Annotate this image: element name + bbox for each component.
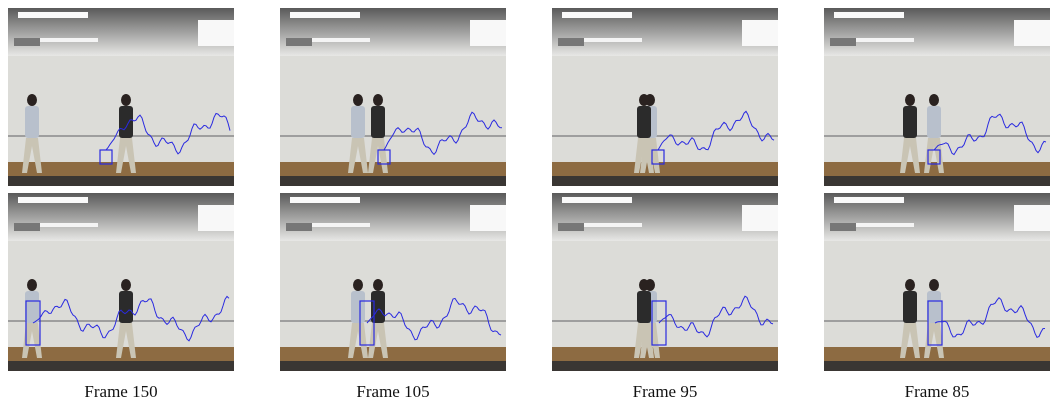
vent (286, 38, 312, 46)
light (470, 20, 506, 46)
head (929, 94, 939, 106)
floor (552, 347, 778, 361)
head (353, 94, 363, 106)
light (290, 12, 360, 18)
torso (351, 291, 365, 323)
light (310, 223, 370, 227)
video-frame (824, 8, 1050, 186)
head (639, 94, 649, 106)
caption: Frame 85 (824, 382, 1050, 402)
floor-edge (824, 176, 1050, 186)
floor-edge (824, 361, 1050, 371)
head (27, 279, 37, 291)
figure: Frame 150 Frame 105 Frame 95 Frame 85 (0, 0, 1054, 403)
floor (280, 162, 506, 176)
vent (558, 223, 584, 231)
light (834, 197, 904, 203)
video-frame (8, 193, 234, 371)
video-frame (552, 8, 778, 186)
video-frame (280, 193, 506, 371)
light (38, 38, 98, 42)
head (373, 94, 383, 106)
light (582, 223, 642, 227)
head (121, 279, 131, 291)
torso (371, 291, 385, 323)
vent (830, 38, 856, 46)
floor-edge (552, 176, 778, 186)
torso (927, 106, 941, 138)
torso (903, 106, 917, 138)
light (198, 205, 234, 231)
vent (14, 223, 40, 231)
floor-edge (280, 176, 506, 186)
vent (14, 38, 40, 46)
light (310, 38, 370, 42)
light (198, 20, 234, 46)
head (121, 94, 131, 106)
caption: Frame 150 (8, 382, 234, 402)
light (1014, 205, 1050, 231)
floor (824, 347, 1050, 361)
vent (286, 223, 312, 231)
video-frame (280, 8, 506, 186)
caption: Frame 95 (552, 382, 778, 402)
vent (558, 38, 584, 46)
torso (637, 291, 651, 323)
light (470, 205, 506, 231)
light (742, 20, 778, 46)
head (373, 279, 383, 291)
torso (927, 291, 941, 323)
light (18, 12, 88, 18)
light (834, 12, 904, 18)
light (854, 223, 914, 227)
caption: Frame 105 (280, 382, 506, 402)
torso (351, 106, 365, 138)
torso (637, 106, 651, 138)
vent (830, 223, 856, 231)
floor (552, 162, 778, 176)
head (905, 94, 915, 106)
video-frame (824, 193, 1050, 371)
floor-edge (552, 361, 778, 371)
floor-edge (8, 176, 234, 186)
light (1014, 20, 1050, 46)
head (929, 279, 939, 291)
torso (25, 106, 39, 138)
torso (371, 106, 385, 138)
head (905, 279, 915, 291)
head (27, 94, 37, 106)
light (582, 38, 642, 42)
head (639, 279, 649, 291)
light (290, 197, 360, 203)
light (854, 38, 914, 42)
light (38, 223, 98, 227)
torso (25, 291, 39, 323)
light (562, 12, 632, 18)
video-frame (552, 193, 778, 371)
video-frame (8, 8, 234, 186)
floor (280, 347, 506, 361)
floor-edge (8, 361, 234, 371)
torso (119, 291, 133, 323)
floor-edge (280, 361, 506, 371)
light (18, 197, 88, 203)
light (742, 205, 778, 231)
torso (119, 106, 133, 138)
head (353, 279, 363, 291)
torso (903, 291, 917, 323)
light (562, 197, 632, 203)
